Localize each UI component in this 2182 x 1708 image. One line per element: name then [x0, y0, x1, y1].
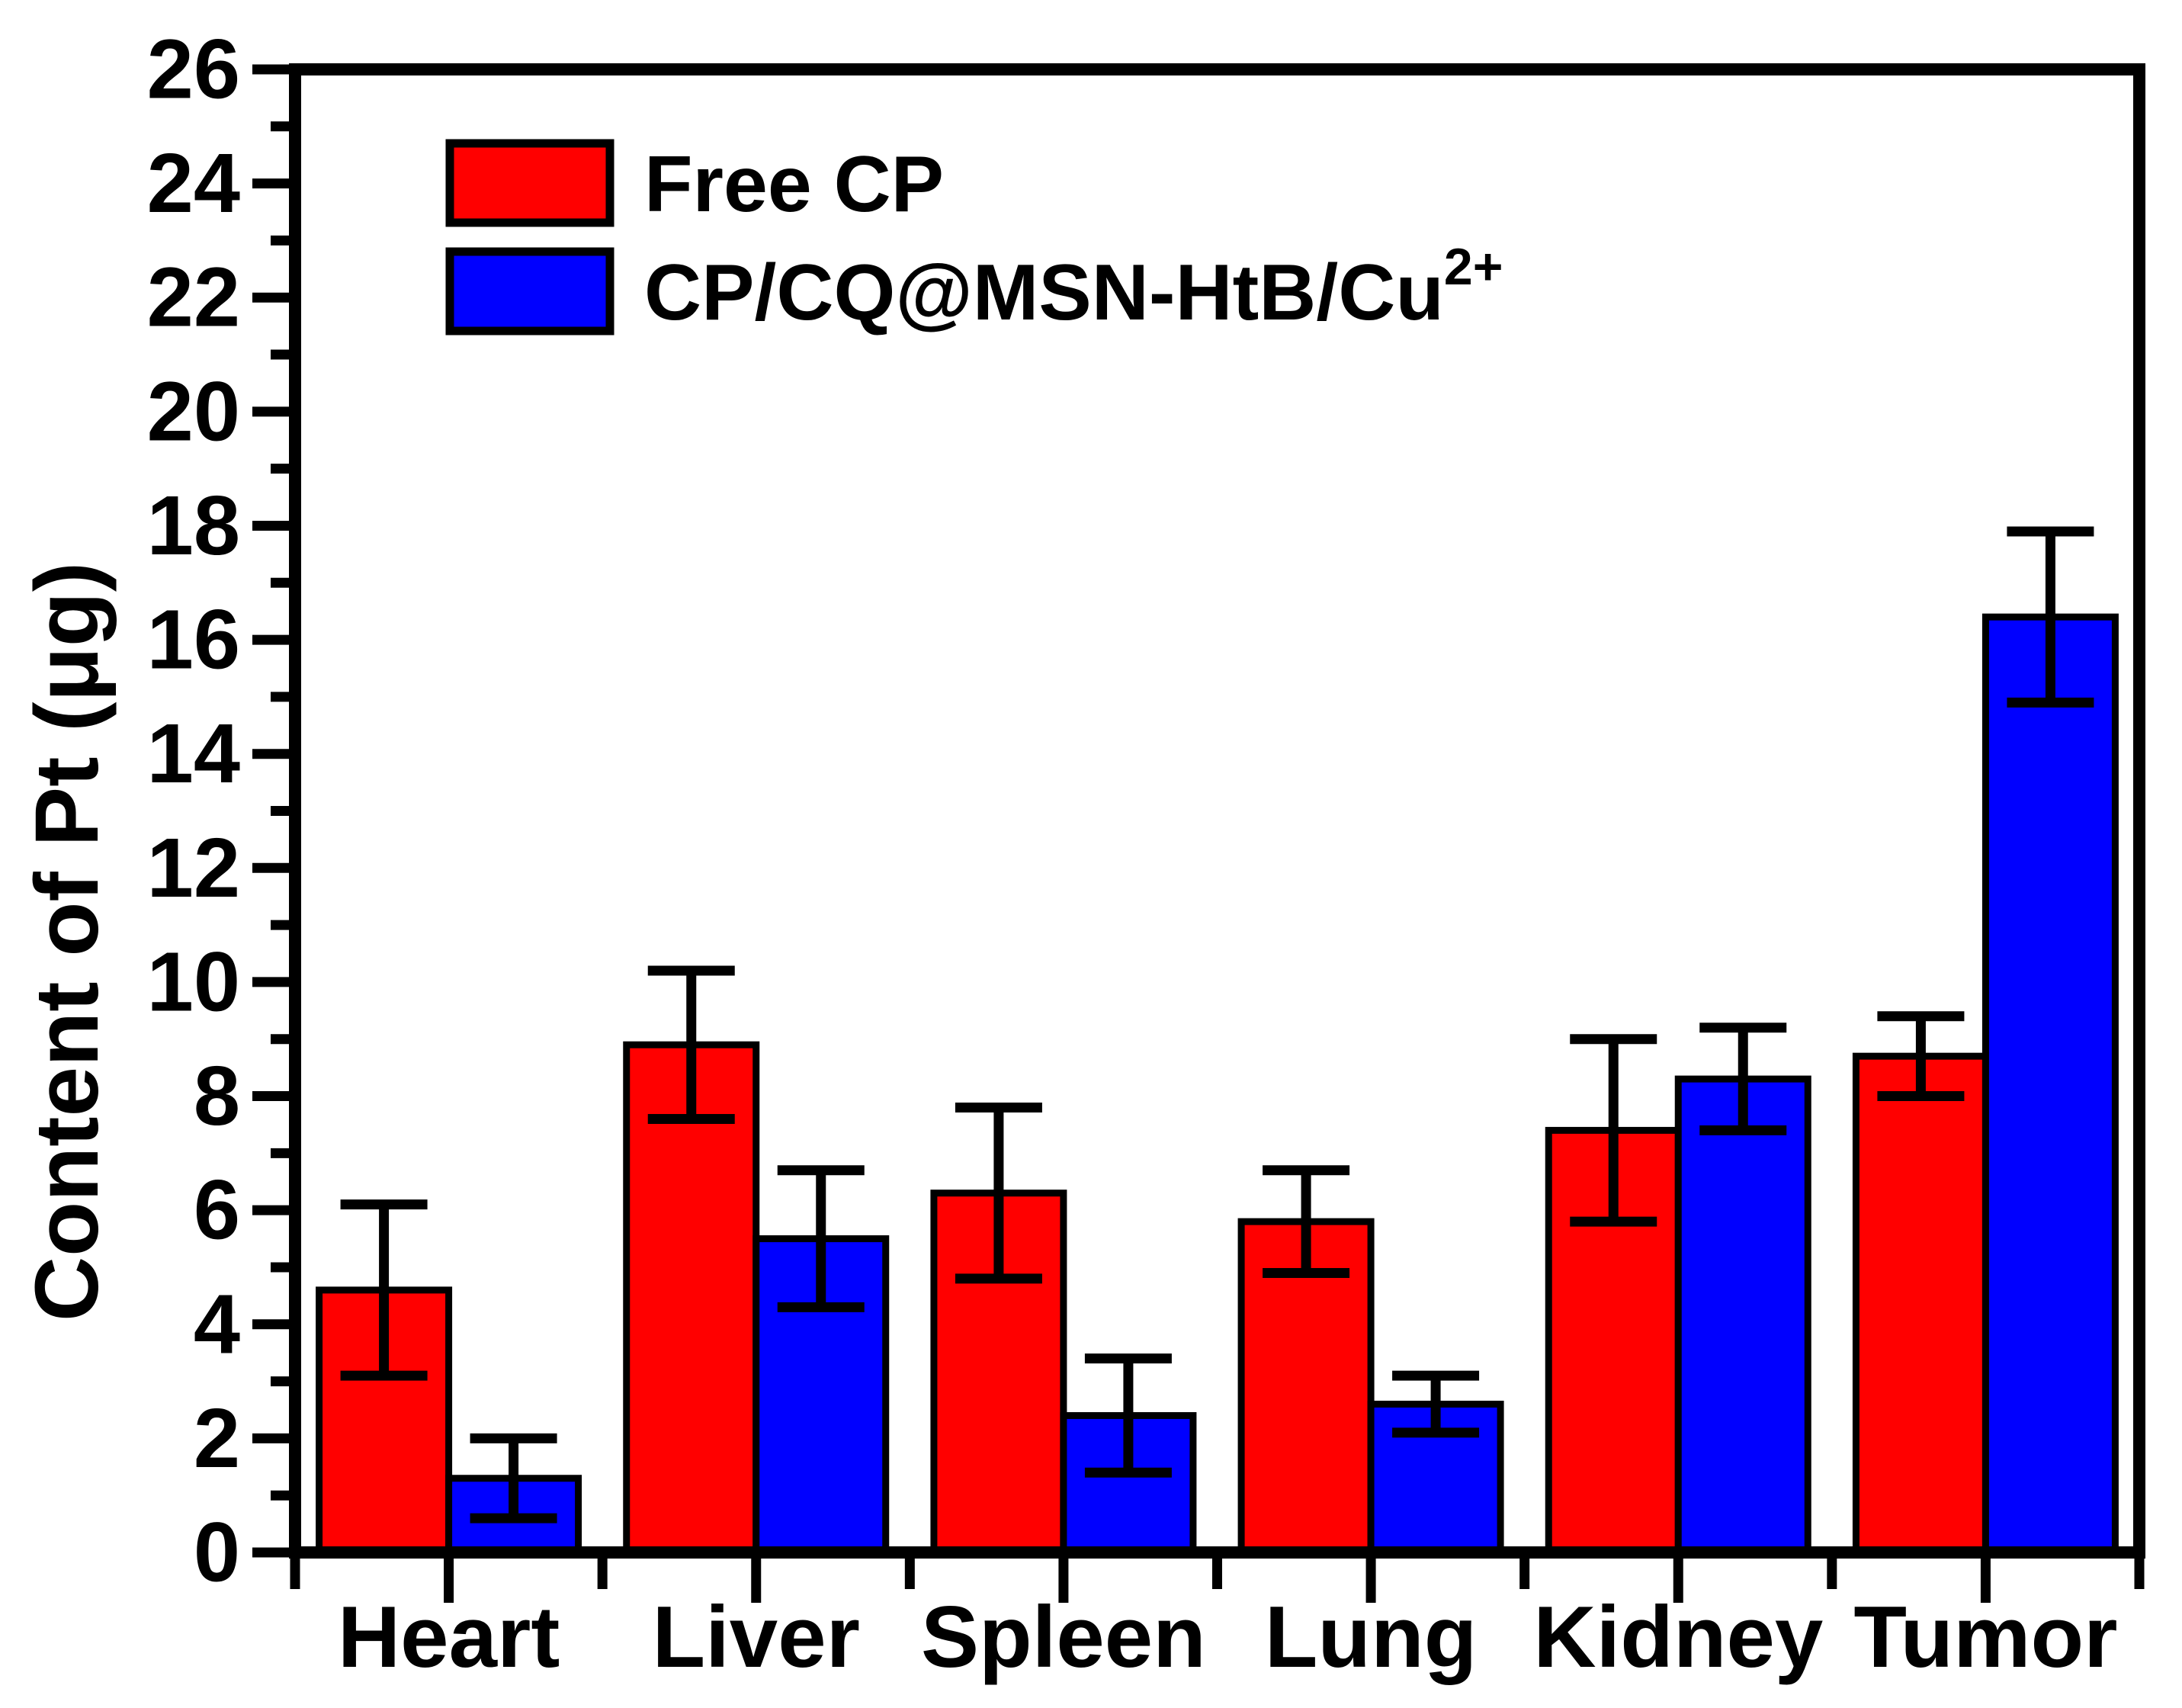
y-tick-label-4: 4 [194, 1277, 240, 1371]
error-bar-nano-kidney [1699, 1023, 1787, 1135]
y-tick-label-2: 2 [194, 1392, 240, 1485]
y-tick-label-18: 18 [147, 479, 240, 573]
y-tick-label-12: 12 [147, 821, 240, 915]
legend-swatch-free-cp [445, 139, 614, 227]
x-category-label-liver: Liver [653, 1589, 860, 1686]
error-bar-freecp-lung [1263, 1165, 1350, 1278]
y-tick-label-6: 6 [194, 1164, 240, 1257]
error-bar-nano-lung [1392, 1370, 1480, 1438]
error-bar-nano-heart [470, 1433, 557, 1523]
x-category-label-spleen: Spleen [921, 1589, 1206, 1686]
y-tick-label-20: 20 [147, 364, 240, 458]
x-category-label-tumor: Tumor [1853, 1589, 2117, 1686]
error-bar-freecp-tumor [1877, 1011, 1965, 1102]
error-bar-freecp-heart [340, 1199, 428, 1381]
bar-nano-tumor [1981, 613, 2119, 1556]
error-bar-nano-spleen [1084, 1353, 1172, 1478]
y-tick-label-24: 24 [147, 136, 240, 230]
y-tick-label-10: 10 [147, 935, 240, 1029]
legend-label-free-cp: Free CP [644, 140, 944, 229]
bars-layer [316, 526, 2119, 1556]
error-bar-nano-liver [777, 1165, 865, 1312]
legend: Free CP CP/CQ@MSN-HtB/Cu2+ [445, 139, 1503, 337]
legend-label-cpcq-msn: CP/CQ@MSN-HtB/Cu2+ [644, 238, 1503, 337]
plot-frame [289, 63, 2145, 1559]
error-bar-freecp-spleen [955, 1103, 1042, 1284]
y-tick-label-22: 22 [147, 251, 240, 345]
error-bar-freecp-kidney [1570, 1034, 1657, 1227]
y-tick-label-8: 8 [194, 1049, 240, 1143]
x-category-label-kidney: Kidney [1533, 1589, 1823, 1686]
y-axis-title: Content of Pt (μg) [17, 562, 117, 1321]
legend-swatch-cpcq-msn [445, 247, 614, 336]
bar-freecp-tumor [1852, 1052, 1989, 1556]
x-category-label-heart: Heart [338, 1589, 560, 1686]
x-category-label-lung: Lung [1265, 1589, 1478, 1686]
y-tick-label-16: 16 [147, 593, 240, 687]
error-bar-nano-tumor [2007, 526, 2094, 708]
y-tick-label-0: 0 [194, 1506, 240, 1600]
bar-nano-kidney [1674, 1075, 1811, 1556]
y-tick-label-14: 14 [147, 707, 240, 801]
y-tick-label-26: 26 [147, 23, 240, 117]
error-bar-freecp-liver [647, 965, 735, 1124]
